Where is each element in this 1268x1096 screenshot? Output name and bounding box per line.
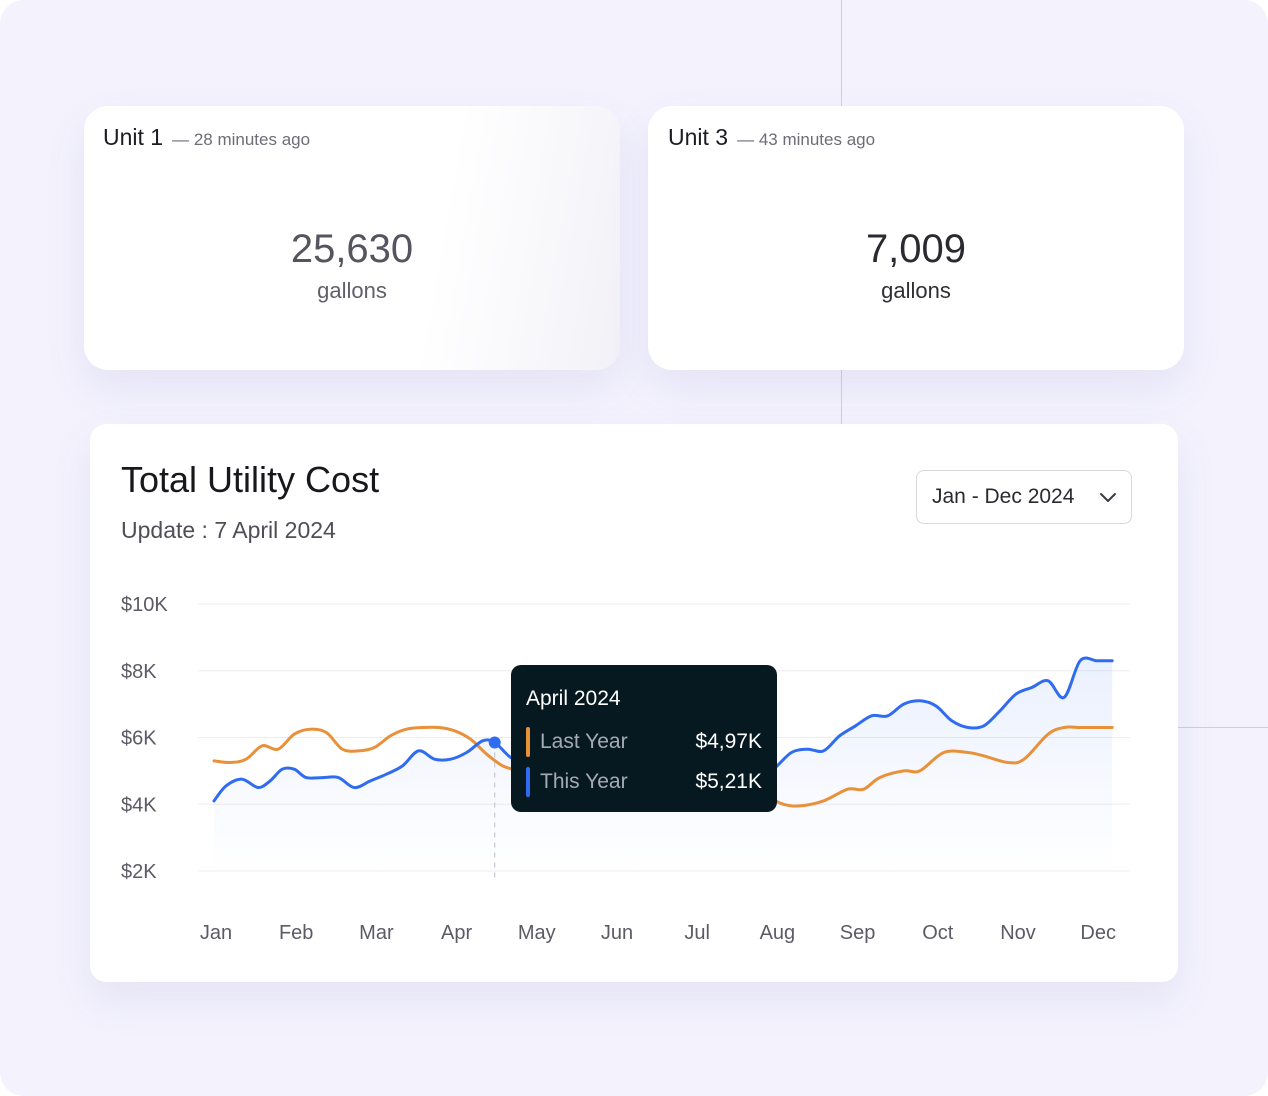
x-tick-label: May	[518, 922, 556, 944]
x-tick-label: Oct	[922, 922, 954, 944]
date-range-label: Jan - Dec 2024	[932, 485, 1075, 508]
x-tick-label: Jul	[684, 922, 710, 944]
unit-1-unit: gallons	[317, 278, 387, 303]
tooltip-title: April 2024	[526, 687, 621, 710]
unit-1-header: Unit 1 — 28 minutes ago	[103, 124, 310, 151]
x-tick-label: Feb	[279, 922, 313, 944]
unit-3-updated-time: — 43 minutes ago	[737, 130, 876, 149]
highlight-point[interactable]	[488, 736, 501, 749]
unit-3-card[interactable]: Unit 3 — 43 minutes ago 7,009 gallons	[648, 106, 1184, 370]
unit-1-name: Unit 1	[103, 124, 164, 150]
y-tick-label: $4K	[121, 794, 157, 816]
x-tick-label: Sep	[840, 922, 876, 944]
tooltip-this-year-label: This Year	[540, 770, 628, 793]
x-tick-label: Jun	[601, 922, 633, 944]
tooltip-this-year-value: $5,21K	[695, 770, 762, 793]
unit-1-updated-time: — 28 minutes ago	[172, 130, 311, 149]
unit-3-header: Unit 3 — 43 minutes ago	[668, 124, 875, 151]
tooltip-last-year-value: $4,97K	[695, 730, 762, 753]
x-tick-label: Mar	[359, 922, 394, 944]
last-year-swatch	[526, 727, 530, 757]
this-year-area	[214, 657, 1113, 871]
chevron-down-icon	[1100, 493, 1116, 502]
decorative-horizontal-line	[1175, 727, 1268, 728]
x-tick-label: Jan	[200, 922, 232, 944]
x-tick-label: Dec	[1080, 922, 1116, 944]
tooltip-last-year-label: Last Year	[540, 730, 628, 753]
date-range-select[interactable]: Jan - Dec 2024	[916, 470, 1132, 524]
chart-title: Total Utility Cost	[121, 459, 380, 500]
chart-tooltip: April 2024 Last Year $4,97K This Year $5…	[511, 665, 777, 812]
this-year-swatch	[526, 767, 530, 797]
x-tick-label: Aug	[760, 922, 796, 944]
unit-1-value: 25,630	[290, 227, 414, 271]
unit-1-card[interactable]: Unit 1 — 28 minutes ago 25,630 gallons	[84, 106, 620, 370]
chart-update-date: Update : 7 April 2024	[121, 517, 336, 543]
tooltip-row-this-year: This Year $5,21K	[526, 767, 762, 797]
y-tick-label: $2K	[121, 861, 157, 883]
total-utility-cost-card: Total Utility Cost Update : 7 April 2024…	[90, 424, 1178, 982]
y-tick-label: $10K	[121, 594, 168, 616]
unit-3-unit: gallons	[881, 278, 951, 303]
x-tick-label: Apr	[441, 922, 472, 944]
unit-3-name: Unit 3	[668, 124, 729, 150]
x-tick-label: Nov	[1000, 922, 1036, 944]
unit-3-value: 7,009	[865, 227, 967, 271]
tooltip-row-last-year: Last Year $4,97K	[526, 727, 762, 757]
y-tick-label: $8K	[121, 661, 157, 683]
y-tick-label: $6K	[121, 728, 157, 750]
